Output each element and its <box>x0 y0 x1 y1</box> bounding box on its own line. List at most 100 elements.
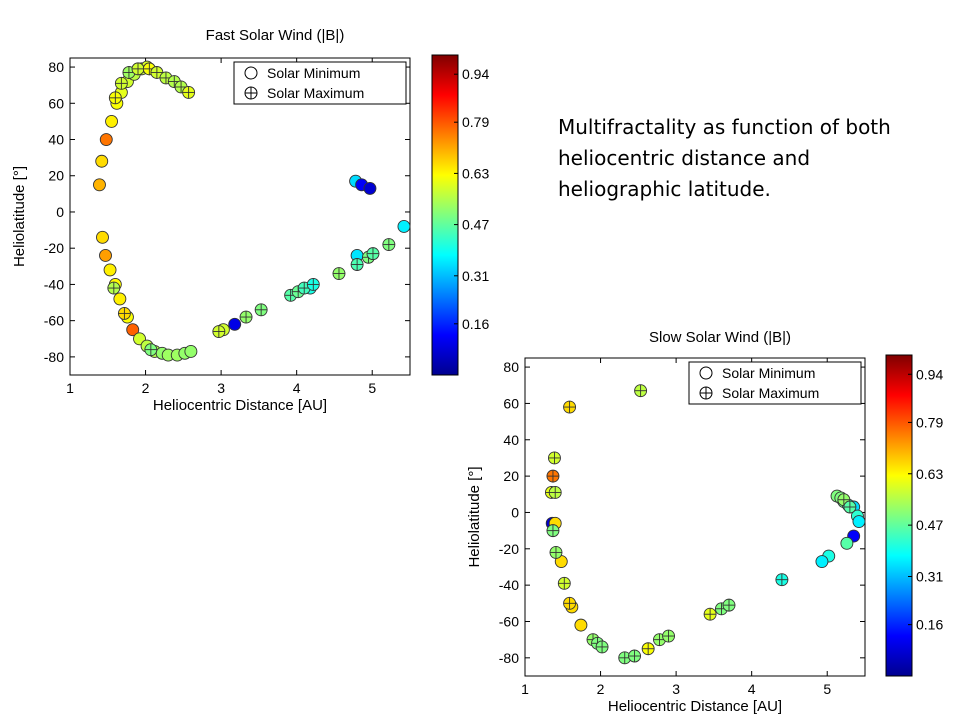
caption-text: Multifractality as function of both heli… <box>558 115 891 201</box>
x-tick-label: 2 <box>597 681 605 697</box>
data-point <box>574 618 588 632</box>
data-point <box>843 500 857 514</box>
data-point <box>634 384 648 398</box>
legend-entry: Solar Minimum <box>244 65 360 81</box>
data-point <box>99 133 113 146</box>
data-point <box>641 642 655 656</box>
y-tick-label: -40 <box>44 276 64 292</box>
x-tick-label: 4 <box>748 681 756 697</box>
x-tick-label: 5 <box>368 380 376 396</box>
y-tick-label: -80 <box>44 349 64 365</box>
colorbar: 0.16 0.31 0.47 0.63 0.79 0.94 <box>885 354 943 677</box>
data-point <box>108 91 122 105</box>
x-axis-label: Heliocentric Distance [AU] <box>608 698 782 715</box>
colorbar-tick-label: 0.31 <box>916 568 943 584</box>
data-point <box>366 247 380 261</box>
chart-title: Fast Solar Wind (|B|) <box>206 27 345 44</box>
y-axis-label: Heliolatitude [°] <box>11 166 28 267</box>
data-point <box>144 343 158 357</box>
data-point <box>93 178 106 192</box>
colorbar-tick-label: 0.47 <box>916 517 943 533</box>
colorbar-tick-label: 0.63 <box>916 466 943 482</box>
fast-solar-wind-chart: Fast Solar Wind (|B|) 1 2 3 4 5 -80 -60 -40 -20 0 2… <box>11 27 489 414</box>
data-point <box>114 76 128 90</box>
colorbar-tick-label: 0.94 <box>462 66 489 82</box>
y-tick-label: -40 <box>499 577 519 593</box>
y-tick-label: 60 <box>503 395 519 411</box>
data-point <box>212 325 226 338</box>
data-point <box>815 555 829 568</box>
x-tick-label: 5 <box>823 681 831 697</box>
data-point <box>397 220 411 233</box>
legend-entry: Solar Maximum <box>244 85 364 101</box>
x-axis-label: Heliocentric Distance [AU] <box>153 397 327 414</box>
y-tick-label: 20 <box>48 168 64 184</box>
data-point <box>363 181 377 195</box>
data-point <box>105 114 119 128</box>
data-point <box>306 277 320 291</box>
x-tick-label: 3 <box>672 681 680 697</box>
data-point <box>548 486 562 499</box>
y-tick-label: -20 <box>44 240 64 256</box>
series-solar-maximum <box>544 384 857 665</box>
x-tick-label: 1 <box>521 681 529 697</box>
data-point <box>228 317 242 331</box>
legend-marker <box>699 366 713 380</box>
legend-label: Solar Minimum <box>722 365 815 381</box>
legend-entry: Solar Minimum <box>699 365 815 381</box>
y-tick-label: 20 <box>503 468 519 484</box>
data-point <box>852 515 866 528</box>
colorbar-tick-label: 0.47 <box>462 217 489 233</box>
slow-solar-wind-chart: Slow Solar Wind (|B|) 1 2 3 4 5 -80 -60 -40 -20 0 2… <box>466 329 943 715</box>
data-point <box>840 536 854 550</box>
data-point <box>595 640 609 654</box>
data-point <box>548 451 561 465</box>
data-point <box>557 576 571 590</box>
x-tick-label: 1 <box>66 380 74 396</box>
data-point <box>350 258 364 271</box>
y-tick-label: -20 <box>499 541 519 557</box>
y-tick-label: 40 <box>48 132 64 148</box>
data-point <box>107 281 121 295</box>
y-tick-label: 60 <box>48 95 64 111</box>
data-point <box>546 469 560 483</box>
data-point <box>382 238 396 252</box>
data-point <box>563 596 577 610</box>
data-point <box>563 400 577 414</box>
y-tick-label: 80 <box>48 59 64 75</box>
y-tick-label: -60 <box>499 613 519 629</box>
colorbar-tick-label: 0.63 <box>462 165 489 181</box>
colorbar-tick-label: 0.79 <box>916 414 943 430</box>
data-point <box>96 230 109 244</box>
y-tick-label: 80 <box>503 359 519 375</box>
data-point <box>628 649 642 663</box>
y-tick-label: -80 <box>499 650 519 666</box>
x-tick-label: 4 <box>293 380 301 396</box>
data-point <box>103 263 117 277</box>
data-point <box>239 310 253 324</box>
y-tick-label: 0 <box>511 504 519 520</box>
legend-marker <box>244 66 258 80</box>
data-point <box>99 248 112 262</box>
data-point <box>549 545 563 559</box>
data-point <box>722 598 736 612</box>
data-point <box>184 345 198 358</box>
colorbar-tick-label: 0.16 <box>462 316 489 332</box>
x-tick-label: 2 <box>142 380 150 396</box>
data-point <box>113 292 127 306</box>
data-point <box>775 573 789 587</box>
colorbar: 0.16 0.31 0.47 0.63 0.79 0.94 <box>431 54 489 376</box>
data-point <box>126 323 140 337</box>
series-solar-maximum <box>107 62 396 357</box>
y-axis-label: Heliolatitude [°] <box>466 466 483 567</box>
legend: Solar Minimum Solar Maximum <box>688 361 862 405</box>
colorbar-tick-label: 0.94 <box>916 366 943 382</box>
legend: Solar Minimum Solar Maximum <box>233 61 407 105</box>
data-point <box>254 303 268 317</box>
legend-label: Solar Minimum <box>267 65 360 81</box>
data-point <box>662 629 676 643</box>
colorbar-tick-label: 0.16 <box>916 617 943 633</box>
y-tick-label: -60 <box>44 313 64 329</box>
colorbar-tick-label: 0.79 <box>462 114 489 130</box>
